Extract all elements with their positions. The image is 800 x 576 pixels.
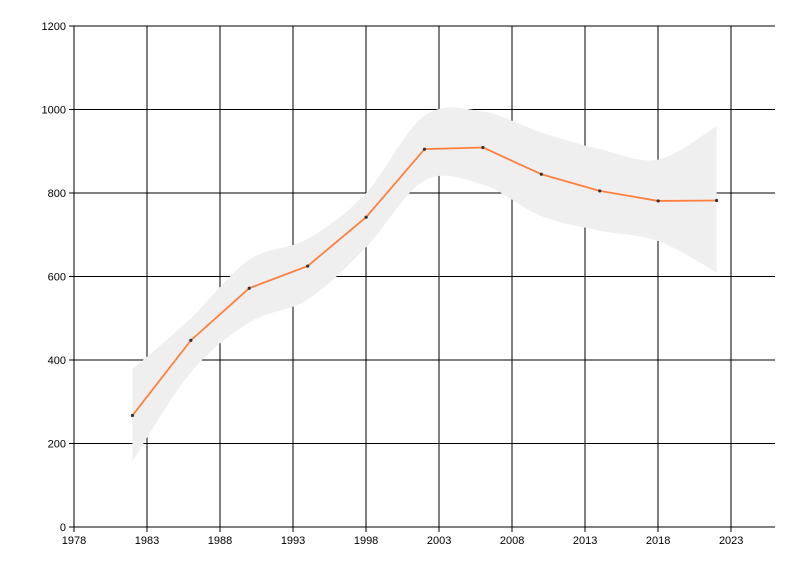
x-tick-label: 1983	[135, 535, 159, 547]
data-point	[598, 189, 602, 193]
x-tick-label: 2018	[646, 535, 670, 547]
tick-labels: 1978 1983 1988 1993 1998 2003 2008 2013 2018 2023…	[42, 21, 744, 547]
x-tick-label: 2023	[719, 535, 743, 547]
y-tick-label: 800	[48, 188, 66, 200]
data-point	[364, 215, 368, 219]
x-tick-label: 1988	[208, 535, 232, 547]
axes	[69, 25, 775, 532]
x-tick-label: 1998	[354, 535, 378, 547]
x-tick-label: 1993	[281, 535, 305, 547]
confidence-band-area	[132, 107, 717, 462]
x-tick-label: 2013	[573, 535, 597, 547]
x-tick-label: 1978	[62, 535, 86, 547]
x-tick-label: 2008	[500, 535, 524, 547]
x-tick-label: 2003	[427, 535, 451, 547]
grid	[73, 25, 775, 528]
y-tick-label: 1200	[42, 21, 66, 33]
data-point	[189, 338, 193, 342]
data-point	[130, 413, 135, 418]
data-point	[306, 264, 310, 268]
y-tick-label: 600	[48, 272, 66, 284]
confidence-band	[132, 107, 717, 462]
y-tick-label: 1000	[42, 105, 66, 117]
data-point	[714, 198, 719, 203]
data-markers	[130, 145, 719, 418]
data-point	[481, 145, 485, 150]
data-point	[422, 147, 427, 151]
data-point	[247, 286, 251, 290]
data-point	[539, 172, 543, 176]
y-tick-label: 200	[48, 439, 66, 451]
y-tick-label: 0	[60, 522, 66, 534]
data-point	[656, 199, 660, 203]
y-tick-label: 400	[48, 355, 66, 367]
